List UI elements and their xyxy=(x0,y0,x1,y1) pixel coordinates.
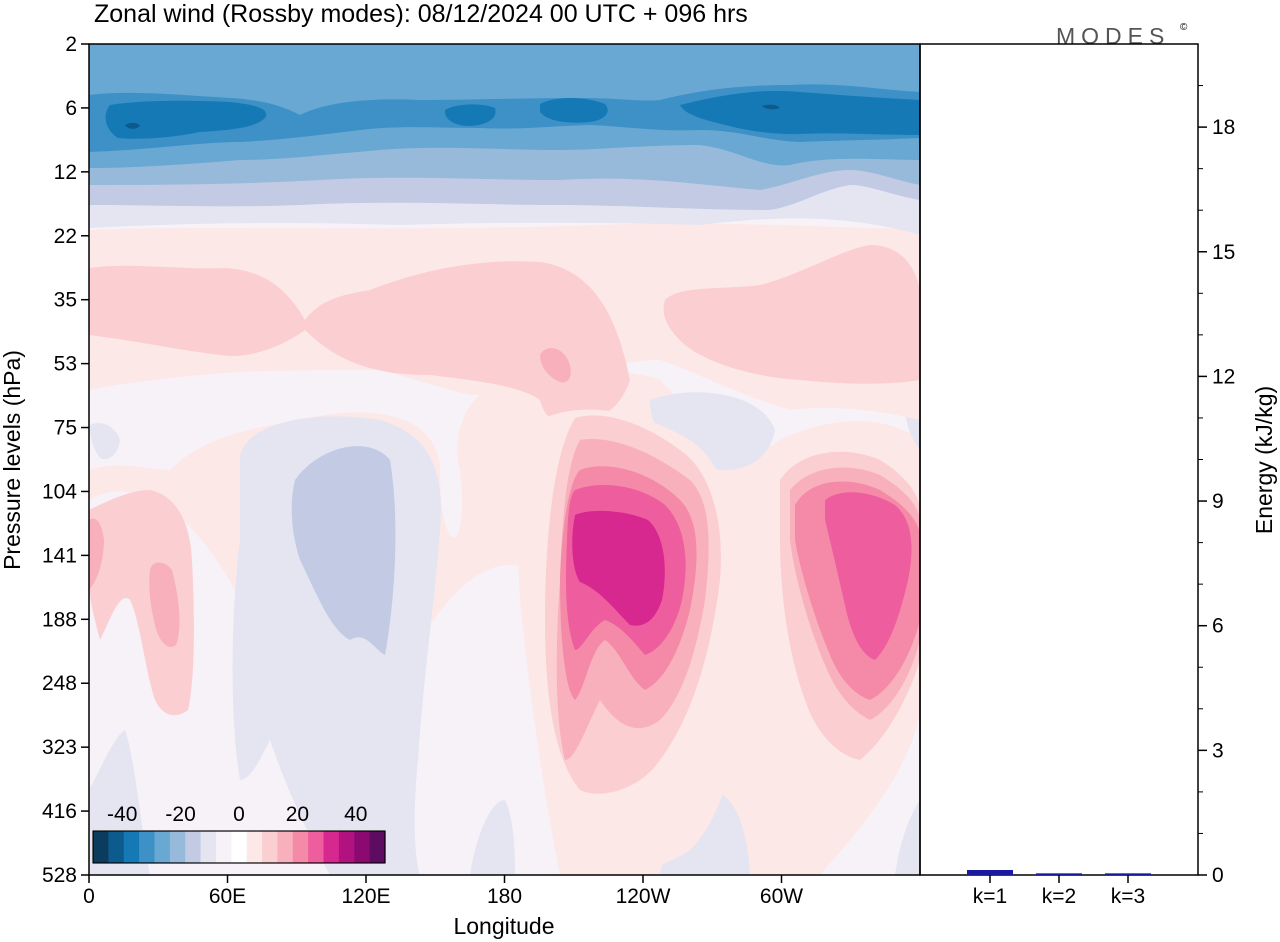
contour-band-upper-core-2 xyxy=(444,104,496,126)
contour-band-upper-core-1 xyxy=(105,100,267,139)
contour-band-strat-pink-mid xyxy=(89,261,630,424)
colorbar-tick-label: -20 xyxy=(165,803,195,826)
contour-jet-left-edge xyxy=(89,518,104,590)
pressure-tick-label: 248 xyxy=(42,672,77,695)
contour-band-upper-core-4 xyxy=(680,90,920,135)
energy-axis-title: Energy (kJ/kg) xyxy=(1251,386,1277,534)
chart-title: Zonal wind (Rossby modes): 08/12/2024 00… xyxy=(94,0,748,28)
pressure-tick-label: 528 xyxy=(42,864,77,887)
energy-category-label: k=2 xyxy=(1042,885,1076,908)
colorbar-swatch xyxy=(262,831,279,863)
contour-band-upper-core-dark-2 xyxy=(762,104,780,110)
pressure-tick-label: 22 xyxy=(54,225,77,248)
pressure-axis-title: Pressure levels (hPa) xyxy=(0,350,25,570)
pressure-tick-label: 35 xyxy=(54,289,77,312)
colorbar-swatch xyxy=(139,831,156,863)
colorbar-swatch xyxy=(292,831,309,863)
colorbar-swatch xyxy=(123,831,140,863)
pressure-tick-label: 6 xyxy=(65,97,77,120)
colorbar-tick-label: 0 xyxy=(233,803,245,826)
energy-tick-label: 18 xyxy=(1212,116,1235,139)
colorbar-tick-label: -40 xyxy=(107,803,137,826)
colorbar-frame xyxy=(92,830,386,864)
contour-band-lower-lilac-6 xyxy=(90,423,120,460)
colorbar: -40 -20 0 20 40 xyxy=(92,803,386,864)
contour-band-upper-core-3 xyxy=(540,98,608,123)
contour-jet-left-outer xyxy=(89,490,194,716)
pressure-tick-label: 104 xyxy=(42,480,77,503)
energy-bar-k3 xyxy=(1105,873,1151,875)
colorbar-swatch xyxy=(154,831,171,863)
pressure-tick-label: 53 xyxy=(54,353,77,376)
colorbar-swatch xyxy=(338,831,355,863)
longitude-tick-label: 60E xyxy=(209,885,246,908)
longitude-tick-label: 120W xyxy=(616,885,671,908)
colorbar-tick-label: 40 xyxy=(344,803,367,826)
longitude-tick-label: 0 xyxy=(83,885,95,908)
longitude-axis-title: Longitude xyxy=(453,913,554,939)
longitude-tick-label: 120E xyxy=(341,885,390,908)
contour-band-upper-core-dark xyxy=(125,122,140,129)
pressure-tick-label: 141 xyxy=(42,544,77,567)
colorbar-swatch xyxy=(369,831,386,863)
energy-tick-label: 12 xyxy=(1212,365,1235,388)
colorbar-swatch xyxy=(231,831,248,863)
colorbar-swatch xyxy=(185,831,202,863)
pressure-tick-label: 2 xyxy=(65,33,77,56)
modes-logo-mark: © xyxy=(1180,22,1188,33)
colorbar-swatch xyxy=(246,831,263,863)
energy-bar-k1 xyxy=(967,870,1013,875)
contour-jet-center-core xyxy=(572,510,665,626)
longitude-tick-label: 180 xyxy=(487,885,522,908)
longitude-tick-label: 60W xyxy=(760,885,803,908)
contour-band-lower-blue-grey xyxy=(291,446,396,655)
pressure-axis: 2 6 12 22 35 53 75 104 141 188 248 323 416 528 xyxy=(42,33,89,887)
colorbar-tick-label: 20 xyxy=(286,803,309,826)
pressure-tick-label: 323 xyxy=(42,736,77,759)
energy-tick-label: 3 xyxy=(1212,739,1224,762)
zonal-wind-heatmap xyxy=(89,44,920,875)
contour-band-strat-pink-blob xyxy=(540,348,571,383)
colorbar-swatch xyxy=(93,831,109,863)
contour-band-lower-lilac-7 xyxy=(895,800,920,875)
colorbar-swatch xyxy=(169,831,186,863)
colorbar-swatch xyxy=(108,831,125,863)
contour-band-lower-lilac-4 xyxy=(470,800,515,875)
energy-bar-k2 xyxy=(1036,873,1082,875)
energy-tick-label: 0 xyxy=(1212,864,1224,887)
colorbar-swatch xyxy=(354,831,371,863)
longitude-axis: 0 60E 120E 180 120W 60W xyxy=(83,875,803,908)
energy-tick-label: 9 xyxy=(1212,490,1224,513)
colorbar-swatch xyxy=(323,831,340,863)
energy-axis: 0 3 6 9 12 15 18 xyxy=(1198,85,1235,887)
modes-logo-text: MODES xyxy=(1056,23,1170,49)
energy-bars: k=1 k=2 k=3 xyxy=(967,870,1151,908)
pressure-tick-label: 188 xyxy=(42,608,77,631)
pressure-tick-label: 416 xyxy=(42,800,77,823)
colorbar-swatch xyxy=(308,831,325,863)
pressure-tick-label: 12 xyxy=(54,161,77,184)
contour-jet-east-core xyxy=(825,492,912,660)
colorbar-swatch xyxy=(215,831,232,863)
pressure-tick-label: 75 xyxy=(54,417,77,440)
contour-band-strat-pink-mid-2 xyxy=(663,245,920,384)
energy-panel-frame xyxy=(919,43,1199,876)
contour-jet-left-mid xyxy=(149,562,180,648)
colorbar-swatch xyxy=(200,831,217,863)
energy-tick-label: 6 xyxy=(1212,615,1224,638)
energy-category-label: k=1 xyxy=(973,885,1007,908)
energy-category-label: k=3 xyxy=(1111,885,1145,908)
energy-tick-label: 15 xyxy=(1212,241,1235,264)
colorbar-swatch xyxy=(277,831,294,863)
